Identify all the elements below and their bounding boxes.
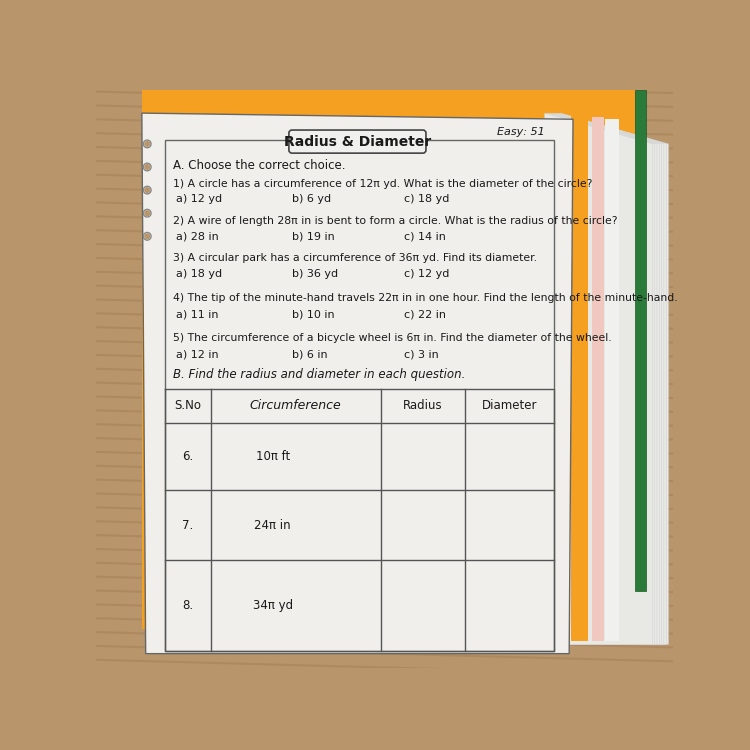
Text: a) 18 yd: a) 18 yd xyxy=(176,269,223,279)
Polygon shape xyxy=(549,113,657,644)
Text: Radius: Radius xyxy=(403,399,442,412)
Text: Radius & Diameter: Radius & Diameter xyxy=(284,134,431,148)
Text: A. Choose the correct choice.: A. Choose the correct choice. xyxy=(172,159,345,172)
Polygon shape xyxy=(556,113,664,644)
Text: b) 36 yd: b) 36 yd xyxy=(292,269,338,279)
Text: 24π in: 24π in xyxy=(254,518,291,532)
Polygon shape xyxy=(142,113,573,654)
Polygon shape xyxy=(547,113,655,644)
Text: S.No: S.No xyxy=(175,399,202,412)
Polygon shape xyxy=(561,113,668,644)
Text: b) 10 in: b) 10 in xyxy=(292,309,334,319)
Circle shape xyxy=(145,165,149,170)
Circle shape xyxy=(145,234,149,238)
Text: c) 18 yd: c) 18 yd xyxy=(404,194,449,204)
Polygon shape xyxy=(592,117,604,640)
Text: 34π yd: 34π yd xyxy=(253,598,292,612)
Text: a) 28 in: a) 28 in xyxy=(176,231,219,242)
Circle shape xyxy=(145,142,149,146)
Polygon shape xyxy=(572,113,589,640)
Polygon shape xyxy=(554,113,662,644)
Text: Diameter: Diameter xyxy=(482,399,537,412)
Text: c) 22 in: c) 22 in xyxy=(404,309,445,319)
Text: b) 19 in: b) 19 in xyxy=(292,231,334,242)
Bar xyxy=(165,140,554,650)
Polygon shape xyxy=(544,113,652,644)
Text: c) 14 in: c) 14 in xyxy=(404,231,445,242)
Text: 10π ft: 10π ft xyxy=(256,450,290,463)
Text: 8.: 8. xyxy=(182,598,194,612)
Polygon shape xyxy=(559,113,666,644)
Text: b) 6 yd: b) 6 yd xyxy=(292,194,331,204)
Polygon shape xyxy=(605,119,619,640)
Text: c) 12 yd: c) 12 yd xyxy=(404,269,449,279)
Polygon shape xyxy=(551,113,659,644)
Polygon shape xyxy=(142,90,634,629)
Text: c) 3 in: c) 3 in xyxy=(404,349,438,359)
Text: Circumference: Circumference xyxy=(250,399,342,412)
Text: a) 11 in: a) 11 in xyxy=(176,309,219,319)
Circle shape xyxy=(145,188,149,193)
Text: 2) A wire of length 28π in is bent to form a circle. What is the radius of the c: 2) A wire of length 28π in is bent to fo… xyxy=(172,216,617,226)
Text: Easy: 51: Easy: 51 xyxy=(496,128,544,137)
Text: a) 12 yd: a) 12 yd xyxy=(176,194,223,204)
Text: 4) The tip of the minute-hand travels 22π in in one hour. Find the length of the: 4) The tip of the minute-hand travels 22… xyxy=(172,293,677,303)
Text: 7.: 7. xyxy=(182,518,194,532)
Text: 1) A circle has a circumference of 12π yd. What is the diameter of the circle?: 1) A circle has a circumference of 12π y… xyxy=(172,179,592,189)
Text: 6.: 6. xyxy=(182,450,194,463)
Text: a) 12 in: a) 12 in xyxy=(176,349,219,359)
FancyBboxPatch shape xyxy=(289,130,426,153)
Text: 5) The circumference of a bicycle wheel is 6π in. Find the diameter of the wheel: 5) The circumference of a bicycle wheel … xyxy=(172,333,611,343)
Text: b) 6 in: b) 6 in xyxy=(292,349,328,359)
Text: 3) A circular park has a circumference of 36π yd. Find its diameter.: 3) A circular park has a circumference o… xyxy=(172,253,537,262)
Polygon shape xyxy=(634,90,646,590)
Circle shape xyxy=(145,211,149,215)
Text: B. Find the radius and diameter in each question.: B. Find the radius and diameter in each … xyxy=(172,368,465,382)
